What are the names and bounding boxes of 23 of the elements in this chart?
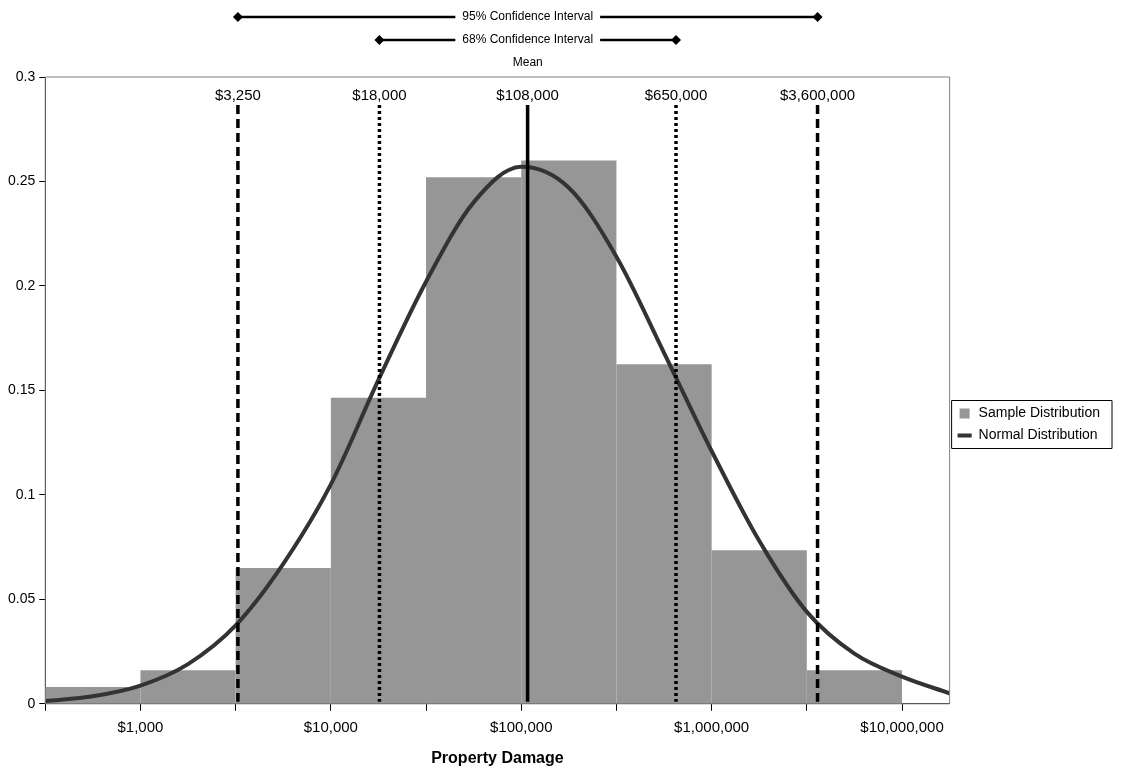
- y-tick-label: 0.2: [15, 276, 36, 293]
- x-axis-title: Property Damage: [431, 748, 564, 766]
- y-tick-label: 0.1: [15, 485, 36, 502]
- legend-label: Normal Distribution: [978, 426, 1098, 443]
- x-tick-label: $10,000: [303, 717, 358, 735]
- x-tick-label: $1,000,000: [674, 717, 750, 735]
- x-tick-label: $100,000: [489, 717, 553, 735]
- ref-line-label: $108,000: [496, 86, 559, 103]
- ref-line-label: $18,000: [352, 86, 407, 103]
- text: 68% Confidence Interval: [462, 32, 594, 47]
- x-tick-label: $10,000,000: [860, 717, 944, 735]
- y-tick-label: 0.3: [15, 67, 36, 84]
- legend-label: Sample Distribution: [978, 404, 1100, 421]
- text: Mean: [512, 55, 543, 70]
- ref-line-label: $3,600,000: [780, 86, 856, 103]
- y-tick-label: 0.25: [8, 172, 36, 189]
- y-tick-label: 0.05: [8, 590, 36, 607]
- y-tick-label: 0: [27, 694, 36, 711]
- y-tick-label: 0.15: [8, 381, 36, 398]
- ref-line-label: $3,250: [214, 86, 261, 103]
- text: 95% Confidence Interval: [462, 9, 594, 24]
- ref-line-label: $650,000: [644, 86, 708, 103]
- x-tick-label: $1,000: [117, 717, 164, 735]
